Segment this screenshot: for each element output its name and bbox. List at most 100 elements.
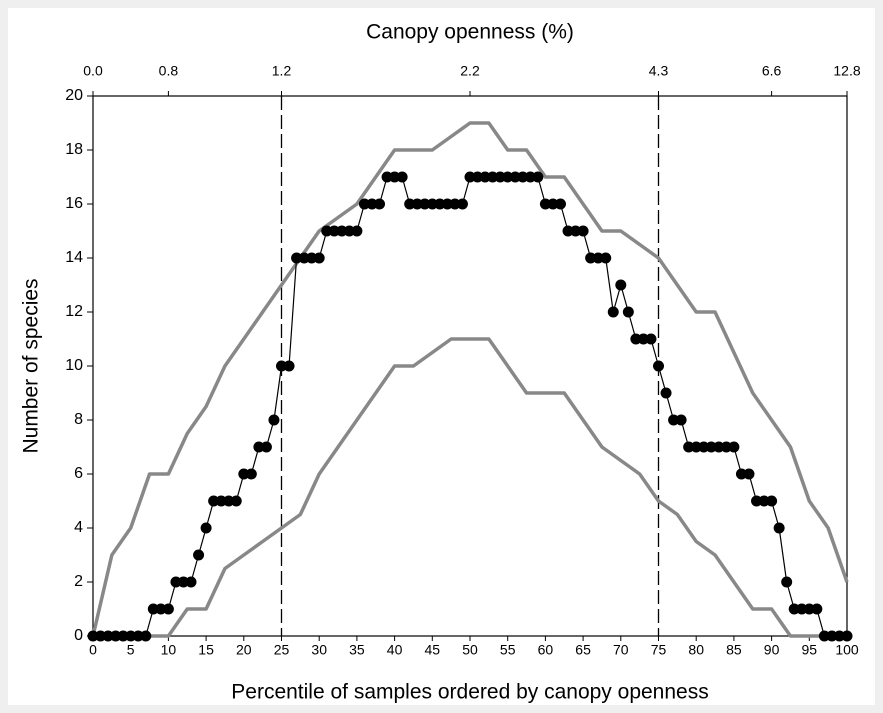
data-point bbox=[494, 171, 506, 183]
y-axis-label: Number of species bbox=[20, 278, 43, 453]
y-tick-label: 20 bbox=[65, 87, 83, 104]
data-point bbox=[215, 495, 227, 507]
data-point bbox=[366, 198, 378, 210]
data-point bbox=[818, 630, 830, 642]
x-tick-label: 10 bbox=[161, 642, 177, 658]
data-point bbox=[200, 522, 212, 534]
data-point bbox=[441, 198, 453, 210]
data-point bbox=[396, 171, 408, 183]
data-point bbox=[472, 171, 484, 183]
data-point bbox=[253, 441, 265, 453]
data-point bbox=[826, 630, 838, 642]
x2-tick-label: 0.0 bbox=[83, 63, 103, 79]
data-point bbox=[577, 225, 589, 237]
data-point bbox=[811, 603, 823, 615]
data-point bbox=[321, 225, 333, 237]
data-point bbox=[283, 360, 295, 372]
data-point bbox=[313, 252, 325, 264]
data-point bbox=[102, 630, 114, 642]
data-point bbox=[260, 441, 272, 453]
data-point bbox=[547, 198, 559, 210]
data-point bbox=[713, 441, 725, 453]
data-point bbox=[291, 252, 303, 264]
data-point bbox=[110, 630, 122, 642]
data-point bbox=[155, 603, 167, 615]
data-point bbox=[358, 198, 370, 210]
x-tick-label: 60 bbox=[538, 642, 554, 658]
data-point bbox=[230, 495, 242, 507]
data-point bbox=[456, 198, 468, 210]
data-point bbox=[773, 522, 785, 534]
series-line bbox=[93, 337, 847, 638]
data-point bbox=[592, 252, 604, 264]
data-point bbox=[735, 468, 747, 480]
x-tick-label: 85 bbox=[726, 642, 742, 658]
data-point bbox=[781, 576, 793, 588]
data-point bbox=[600, 252, 612, 264]
data-point bbox=[509, 171, 521, 183]
x-tick-label: 65 bbox=[575, 642, 591, 658]
series-line bbox=[91, 121, 849, 637]
y-tick-label: 0 bbox=[74, 627, 83, 644]
data-point bbox=[743, 468, 755, 480]
data-point bbox=[653, 360, 664, 372]
data-point bbox=[125, 630, 137, 642]
data-point bbox=[389, 171, 401, 183]
data-point bbox=[758, 495, 770, 507]
x2-tick-label: 1.2 bbox=[272, 63, 292, 79]
data-point bbox=[404, 198, 416, 210]
data-point bbox=[622, 306, 634, 318]
data-point bbox=[374, 198, 386, 210]
x2-tick-label: 2.2 bbox=[460, 63, 480, 79]
data-point bbox=[132, 630, 144, 642]
data-point bbox=[532, 171, 544, 183]
data-point bbox=[336, 225, 348, 237]
x-tick-label: 80 bbox=[688, 642, 704, 658]
data-point bbox=[683, 441, 695, 453]
data-point bbox=[502, 171, 514, 183]
x-tick-label: 90 bbox=[764, 642, 780, 658]
y-tick-label: 4 bbox=[74, 519, 83, 536]
data-point bbox=[426, 198, 438, 210]
data-point bbox=[177, 576, 189, 588]
x2-axis-label: Canopy openness (%) bbox=[366, 21, 574, 44]
data-point bbox=[788, 603, 800, 615]
x-tick-label: 45 bbox=[425, 642, 441, 658]
data-point bbox=[328, 225, 340, 237]
data-point bbox=[238, 468, 250, 480]
data-point bbox=[268, 414, 280, 426]
data-point bbox=[419, 198, 431, 210]
x-tick-label: 15 bbox=[198, 642, 214, 658]
x-tick-label: 25 bbox=[274, 642, 290, 658]
data-point bbox=[517, 171, 529, 183]
data-point bbox=[562, 225, 574, 237]
x-tick-label: 70 bbox=[613, 642, 629, 658]
data-point bbox=[298, 252, 310, 264]
x-tick-label: 20 bbox=[236, 642, 252, 658]
data-point bbox=[615, 279, 627, 291]
data-point bbox=[803, 603, 815, 615]
data-point bbox=[728, 441, 740, 453]
x-tick-label: 0 bbox=[89, 642, 97, 658]
data-point bbox=[223, 495, 235, 507]
y-tick-label: 2 bbox=[74, 573, 83, 590]
data-point bbox=[245, 468, 257, 480]
data-point bbox=[487, 171, 499, 183]
data-point bbox=[479, 171, 491, 183]
data-point bbox=[720, 441, 732, 453]
x-tick-label: 30 bbox=[311, 642, 327, 658]
y-tick-label: 16 bbox=[65, 195, 83, 212]
data-point bbox=[833, 630, 845, 642]
data-point bbox=[841, 630, 853, 642]
data-point bbox=[351, 225, 363, 237]
y-tick-label: 18 bbox=[65, 141, 83, 158]
y-tick-label: 14 bbox=[65, 249, 83, 266]
data-point bbox=[140, 630, 152, 642]
data-point bbox=[705, 441, 717, 453]
data-point bbox=[539, 198, 551, 210]
data-point bbox=[675, 414, 687, 426]
x-tick-label: 40 bbox=[387, 642, 403, 658]
y-tick-label: 8 bbox=[74, 411, 83, 428]
data-point bbox=[637, 333, 649, 345]
